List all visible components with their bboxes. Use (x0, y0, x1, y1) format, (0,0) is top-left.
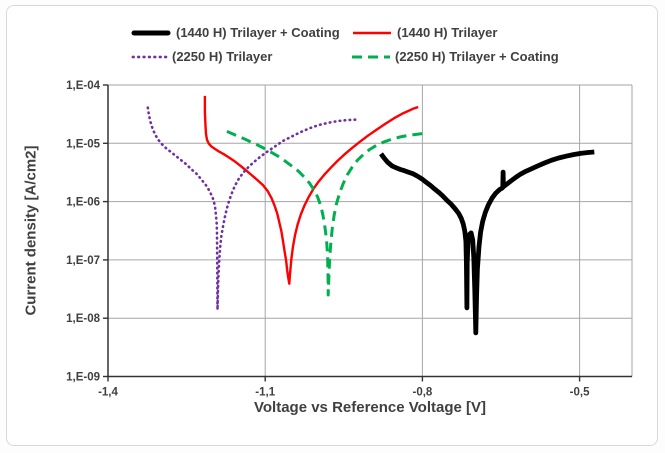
legend-label: (2250 H) Trilayer (172, 49, 273, 64)
legend-line-green-dashed-icon (352, 55, 390, 58)
legend-item-1440h-trilayer-coating: (1440 H) Trilayer + Coating (130, 25, 340, 40)
legend-label: (1440 H) Trilayer (397, 25, 498, 40)
legend-label: (1440 H) Trilayer + Coating (176, 25, 340, 40)
legend-item-1440h-trilayer: (1440 H) Trilayer (351, 25, 497, 40)
y-tick-label: 1,E-05 (66, 138, 100, 150)
chart-border (6, 5, 658, 446)
series-curve-1 (203, 95, 419, 285)
y-tick-label: 1,E-08 (66, 313, 100, 325)
y-tick-label: 1,E-06 (66, 197, 100, 209)
y-tick-label: 1,E-07 (66, 255, 100, 267)
series-curve-0 (379, 149, 595, 336)
x-tick-label: -0,5 (570, 387, 590, 399)
y-tick-label: 1,E-09 (66, 372, 100, 384)
x-axis-title: Voltage vs Reference Voltage [V] (253, 399, 487, 416)
series-curve-3 (226, 130, 429, 297)
legend-item-2250h-trilayer-coating: (2250 H) Trilayer + Coating (351, 49, 559, 64)
x-tick-label: -0,8 (412, 387, 432, 399)
x-tick-label: -1,4 (98, 387, 118, 399)
legend-line-black-solid-icon (131, 30, 171, 35)
x-tick-label: -1,1 (255, 387, 275, 399)
y-axis-title: Current density [A/cm2] (22, 145, 40, 316)
series-curve-2 (146, 106, 358, 312)
legend-item-2250h-trilayer: (2250 H) Trilayer (130, 49, 272, 64)
legend-line-purple-dotted-icon (131, 55, 168, 58)
legend-line-red-solid-icon (353, 31, 391, 34)
legend-label: (2250 H) Trilayer + Coating (395, 49, 559, 64)
y-tick-label: 1,E-04 (66, 80, 100, 92)
